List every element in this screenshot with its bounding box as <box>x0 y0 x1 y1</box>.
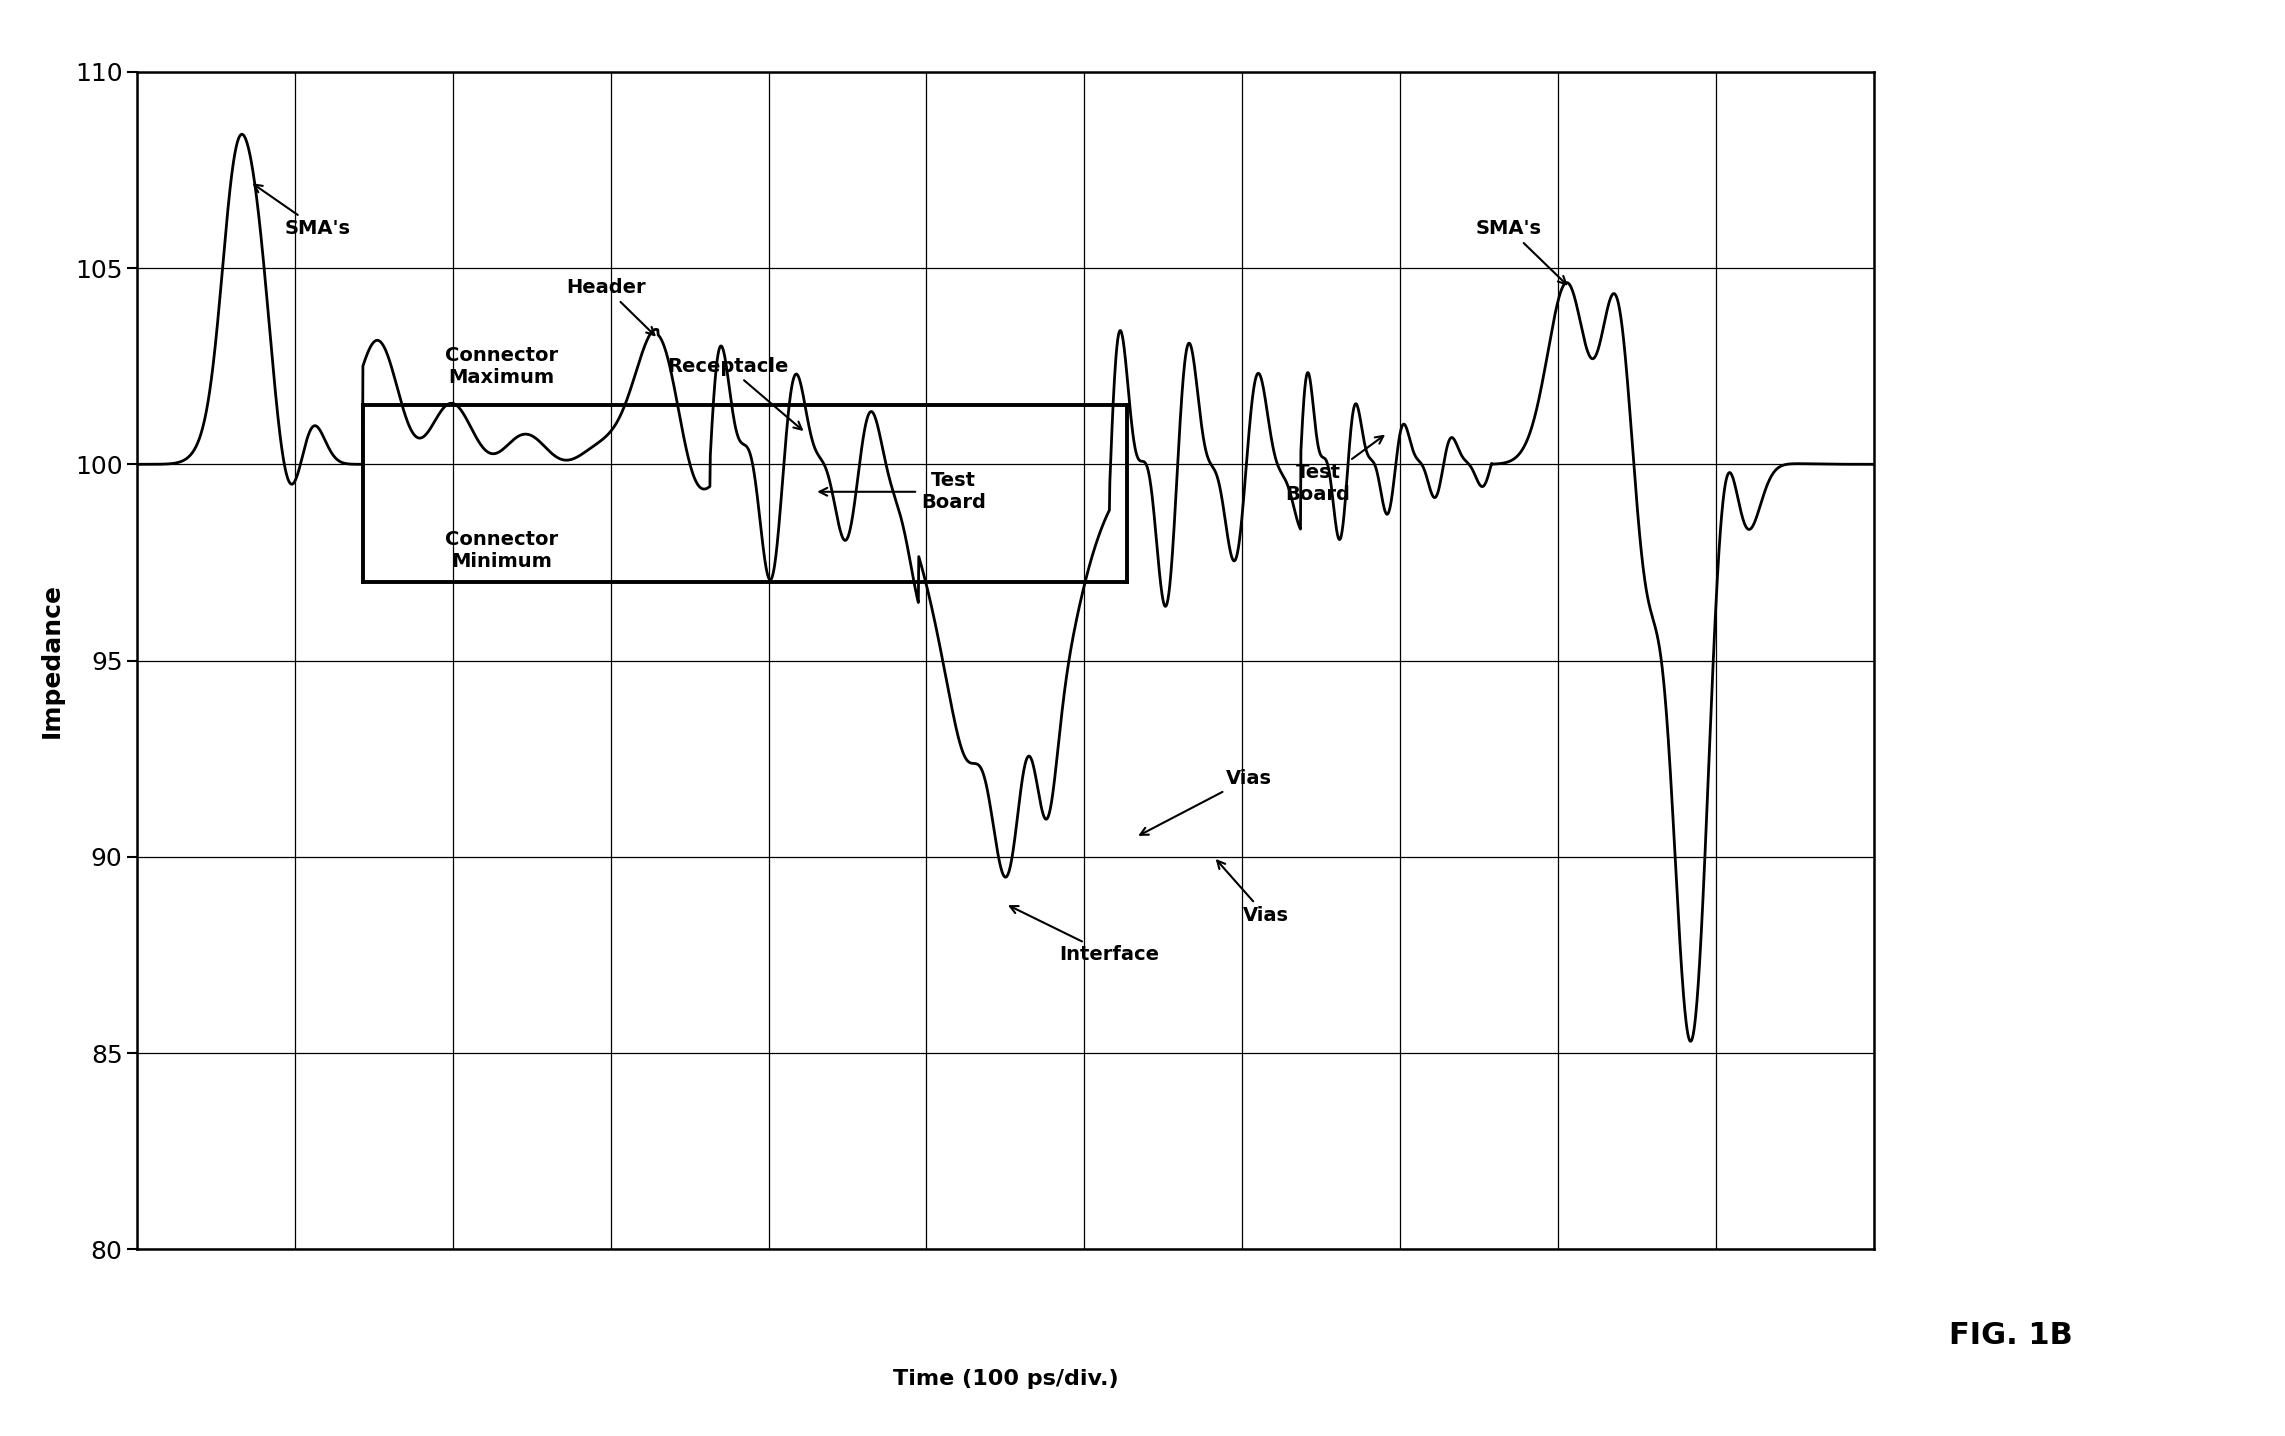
Text: Interface: Interface <box>1010 906 1158 965</box>
Y-axis label: Impedance: Impedance <box>39 583 64 738</box>
Text: Vias: Vias <box>1140 768 1270 834</box>
Text: Test
Board: Test Board <box>1286 437 1382 504</box>
Text: Time (100 ps/div.): Time (100 ps/div.) <box>893 1369 1117 1389</box>
Text: SMA's: SMA's <box>254 185 350 238</box>
Text: Connector
Minimum: Connector Minimum <box>446 530 558 572</box>
Text: Test
Board: Test Board <box>820 471 985 513</box>
Text: Connector
Maximum: Connector Maximum <box>446 346 558 386</box>
Text: Receptacle: Receptacle <box>667 356 802 429</box>
Text: Vias: Vias <box>1218 860 1289 925</box>
Text: SMA's: SMA's <box>1476 220 1565 284</box>
Text: Header: Header <box>567 279 654 335</box>
Text: FIG. 1B: FIG. 1B <box>1949 1321 2072 1350</box>
